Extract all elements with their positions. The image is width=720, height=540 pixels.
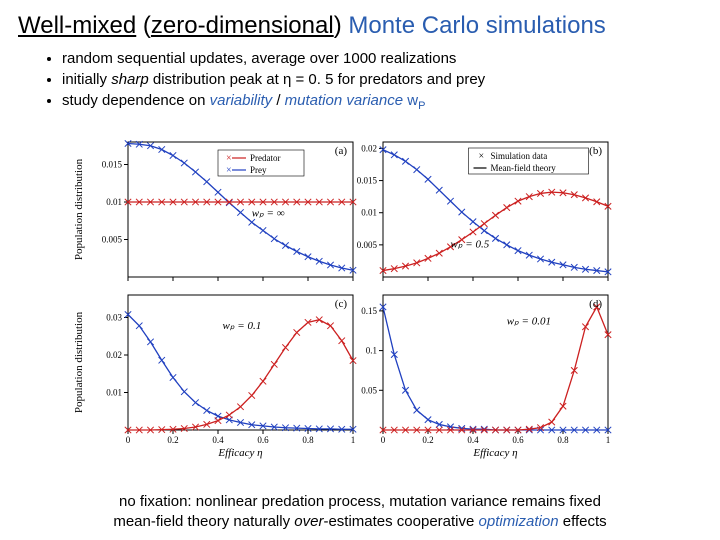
svg-text:0.2: 0.2 (422, 435, 433, 445)
svg-text:0.4: 0.4 (467, 435, 479, 445)
svg-text:0.6: 0.6 (512, 435, 524, 445)
svg-text:0.1: 0.1 (366, 346, 377, 356)
footer-line-2: mean-field theory naturally over-estimat… (18, 512, 702, 532)
svg-text:(d): (d) (589, 298, 602, 310)
svg-text:0.02: 0.02 (361, 143, 377, 153)
svg-text:0.2: 0.2 (167, 435, 178, 445)
svg-text:0.4: 0.4 (212, 435, 224, 445)
svg-text:1: 1 (606, 435, 611, 445)
svg-text:Simulation data: Simulation data (491, 151, 548, 161)
svg-text:Predator: Predator (250, 153, 281, 163)
svg-text:0: 0 (381, 435, 386, 445)
svg-text:×: × (479, 151, 485, 162)
svg-text:0.02: 0.02 (106, 350, 122, 360)
footer-notes: no fixation: nonlinear predation process… (18, 492, 702, 533)
svg-text:wₚ = 0.5: wₚ = 0.5 (451, 238, 490, 250)
svg-text:Prey: Prey (250, 165, 267, 175)
svg-text:×: × (226, 153, 232, 164)
svg-text:0.01: 0.01 (106, 197, 122, 207)
title-part-5: Monte Carlo simulations (348, 12, 605, 39)
svg-text:Population distribution: Population distribution (73, 158, 85, 260)
svg-text:Population distribution: Population distribution (73, 311, 85, 413)
bullet-2: initially sharp distribution peak at η =… (62, 69, 702, 90)
svg-text:0.03: 0.03 (106, 312, 122, 322)
svg-text:0.01: 0.01 (106, 387, 122, 397)
title-part-3: zero-dimensional (151, 12, 334, 39)
svg-text:wₚ = 0.1: wₚ = 0.1 (223, 320, 262, 332)
svg-text:0.8: 0.8 (302, 435, 314, 445)
svg-text:(a): (a) (335, 145, 348, 157)
title-part-1: Well-mixed (18, 12, 136, 39)
svg-text:0.05: 0.05 (361, 385, 377, 395)
footer-line-1: no fixation: nonlinear predation process… (18, 492, 702, 512)
svg-text:Efficacy η: Efficacy η (217, 447, 262, 459)
svg-text:0.015: 0.015 (102, 159, 123, 169)
svg-text:0: 0 (126, 435, 131, 445)
svg-text:Efficacy η: Efficacy η (472, 447, 517, 459)
svg-text:0.01: 0.01 (361, 208, 377, 218)
figure-grid: Population distribution Population distri… (18, 122, 702, 485)
svg-text:×: × (226, 165, 232, 176)
svg-text:(c): (c) (335, 298, 348, 310)
slide-title: Well-mixed (zero-dimensional) Monte Carl… (18, 12, 702, 40)
svg-text:0.015: 0.015 (357, 176, 378, 186)
chart-svg: Population distribution Population distri… (70, 134, 650, 474)
svg-text:0.8: 0.8 (557, 435, 569, 445)
svg-text:wₚ = ∞: wₚ = ∞ (252, 207, 285, 219)
svg-text:Mean-field theory: Mean-field theory (491, 163, 557, 173)
svg-text:0.005: 0.005 (357, 240, 378, 250)
svg-text:wₚ = 0.01: wₚ = 0.01 (507, 316, 551, 328)
svg-text:0.6: 0.6 (257, 435, 269, 445)
bullet-list: random sequential updates, average over … (56, 48, 702, 114)
bullet-1: random sequential updates, average over … (62, 48, 702, 69)
svg-text:1: 1 (351, 435, 356, 445)
svg-text:0.15: 0.15 (361, 306, 377, 316)
bullet-3: study dependence on variability / mutati… (62, 90, 702, 114)
svg-text:(b): (b) (589, 145, 602, 157)
svg-text:0.005: 0.005 (102, 234, 123, 244)
